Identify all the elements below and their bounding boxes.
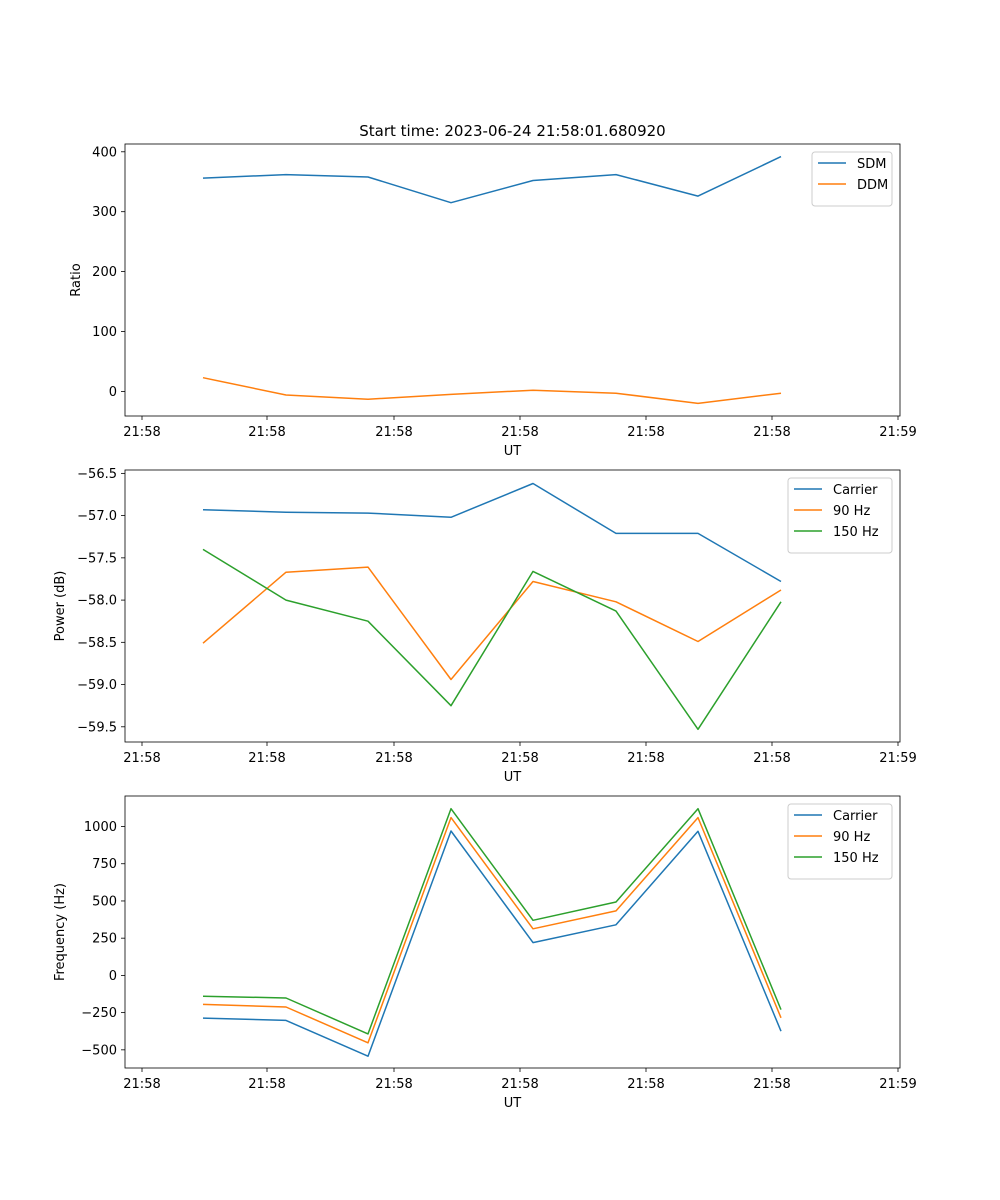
x-tick-label: 21:58 (501, 425, 538, 440)
x-tick-label: 21:58 (753, 751, 790, 766)
x-tick-label: 21:58 (375, 1077, 412, 1092)
x-tick-label: 21:58 (753, 1077, 790, 1092)
legend (787, 803, 893, 880)
series-line-90-hz (202, 816, 782, 1044)
series-line-ddm (202, 376, 782, 405)
legend-label: SDM (857, 157, 886, 172)
y-tick-label: −58.5 (77, 636, 117, 651)
legend (787, 477, 893, 554)
y-tick-label: 1000 (84, 820, 117, 835)
y-tick-label: −56.5 (77, 467, 117, 482)
x-axis-label: UT (504, 1096, 522, 1111)
x-tick-label: 21:58 (627, 751, 664, 766)
frequency-chart: 21:58 21:58 21:58 21:58 21:58 21:58 21:59 −500 −… (53, 795, 917, 1111)
x-tick-label: 21:58 (123, 751, 160, 766)
x-tick-label: 21:58 (375, 425, 412, 440)
y-tick-label: −57.5 (77, 551, 117, 566)
y-tick-label: 0 (109, 969, 117, 984)
legend-label: Carrier (833, 483, 878, 498)
y-tick-label: −57.0 (77, 509, 117, 524)
series-line-90-hz (202, 566, 782, 681)
y-tick-label: −59.0 (77, 678, 117, 693)
axes-frame (124, 795, 901, 1069)
legend-label: DDM (857, 178, 888, 193)
y-axis-label: Power (dB) (53, 571, 68, 642)
y-tick-label: 500 (92, 894, 117, 909)
x-tick-label: 21:59 (879, 751, 916, 766)
series-line-carrier (202, 482, 782, 583)
legend-label: Carrier (833, 809, 878, 824)
series-line-150-hz (202, 807, 782, 1035)
y-tick-label: −250 (81, 1006, 117, 1021)
legend (811, 151, 893, 207)
x-tick-label: 21:58 (753, 425, 790, 440)
y-tick-label: 300 (92, 205, 117, 220)
ratio-chart: 21:58 21:58 21:58 21:58 21:58 21:58 21:59 0 100 2… (69, 143, 917, 459)
y-axis-label: Ratio (69, 263, 84, 296)
x-tick-label: 21:58 (248, 1077, 285, 1092)
legend-label: 90 Hz (833, 830, 870, 845)
series-line-carrier (202, 830, 782, 1057)
series-line-150-hz (202, 548, 782, 731)
y-tick-label: −58.0 (77, 594, 117, 609)
y-tick-label: 100 (92, 325, 117, 340)
x-axis-label: UT (504, 444, 522, 459)
x-tick-label: 21:58 (375, 751, 412, 766)
x-tick-label: 21:58 (248, 751, 285, 766)
axes-frame (124, 143, 901, 417)
legend-label: 150 Hz (833, 851, 879, 866)
x-tick-label: 21:59 (879, 1077, 916, 1092)
y-tick-label: 400 (92, 145, 117, 160)
legend-label: 90 Hz (833, 504, 870, 519)
y-axis-label: Frequency (Hz) (53, 883, 68, 981)
x-tick-label: 21:58 (501, 1077, 538, 1092)
y-tick-label: 250 (92, 932, 117, 947)
chart-title: Start time: 2023-06-24 21:58:01.680920 (359, 122, 665, 140)
y-tick-label: −59.5 (77, 720, 117, 735)
y-tick-label: −500 (81, 1043, 117, 1058)
x-tick-label: 21:58 (248, 425, 285, 440)
x-tick-label: 21:58 (627, 1077, 664, 1092)
power-chart: 21:58 21:58 21:58 21:58 21:58 21:58 21:59 −59.5… (53, 467, 917, 785)
x-axis-label: UT (504, 770, 522, 785)
series-line-sdm (202, 155, 782, 204)
y-tick-label: 0 (109, 385, 117, 400)
axes-frame (124, 469, 901, 743)
x-tick-label: 21:59 (879, 425, 916, 440)
x-tick-label: 21:58 (627, 425, 664, 440)
x-tick-label: 21:58 (501, 751, 538, 766)
x-tick-label: 21:58 (123, 1077, 160, 1092)
x-tick-label: 21:58 (123, 425, 160, 440)
y-tick-label: 750 (92, 857, 117, 872)
y-tick-label: 200 (92, 265, 117, 280)
legend-label: 150 Hz (833, 525, 879, 540)
